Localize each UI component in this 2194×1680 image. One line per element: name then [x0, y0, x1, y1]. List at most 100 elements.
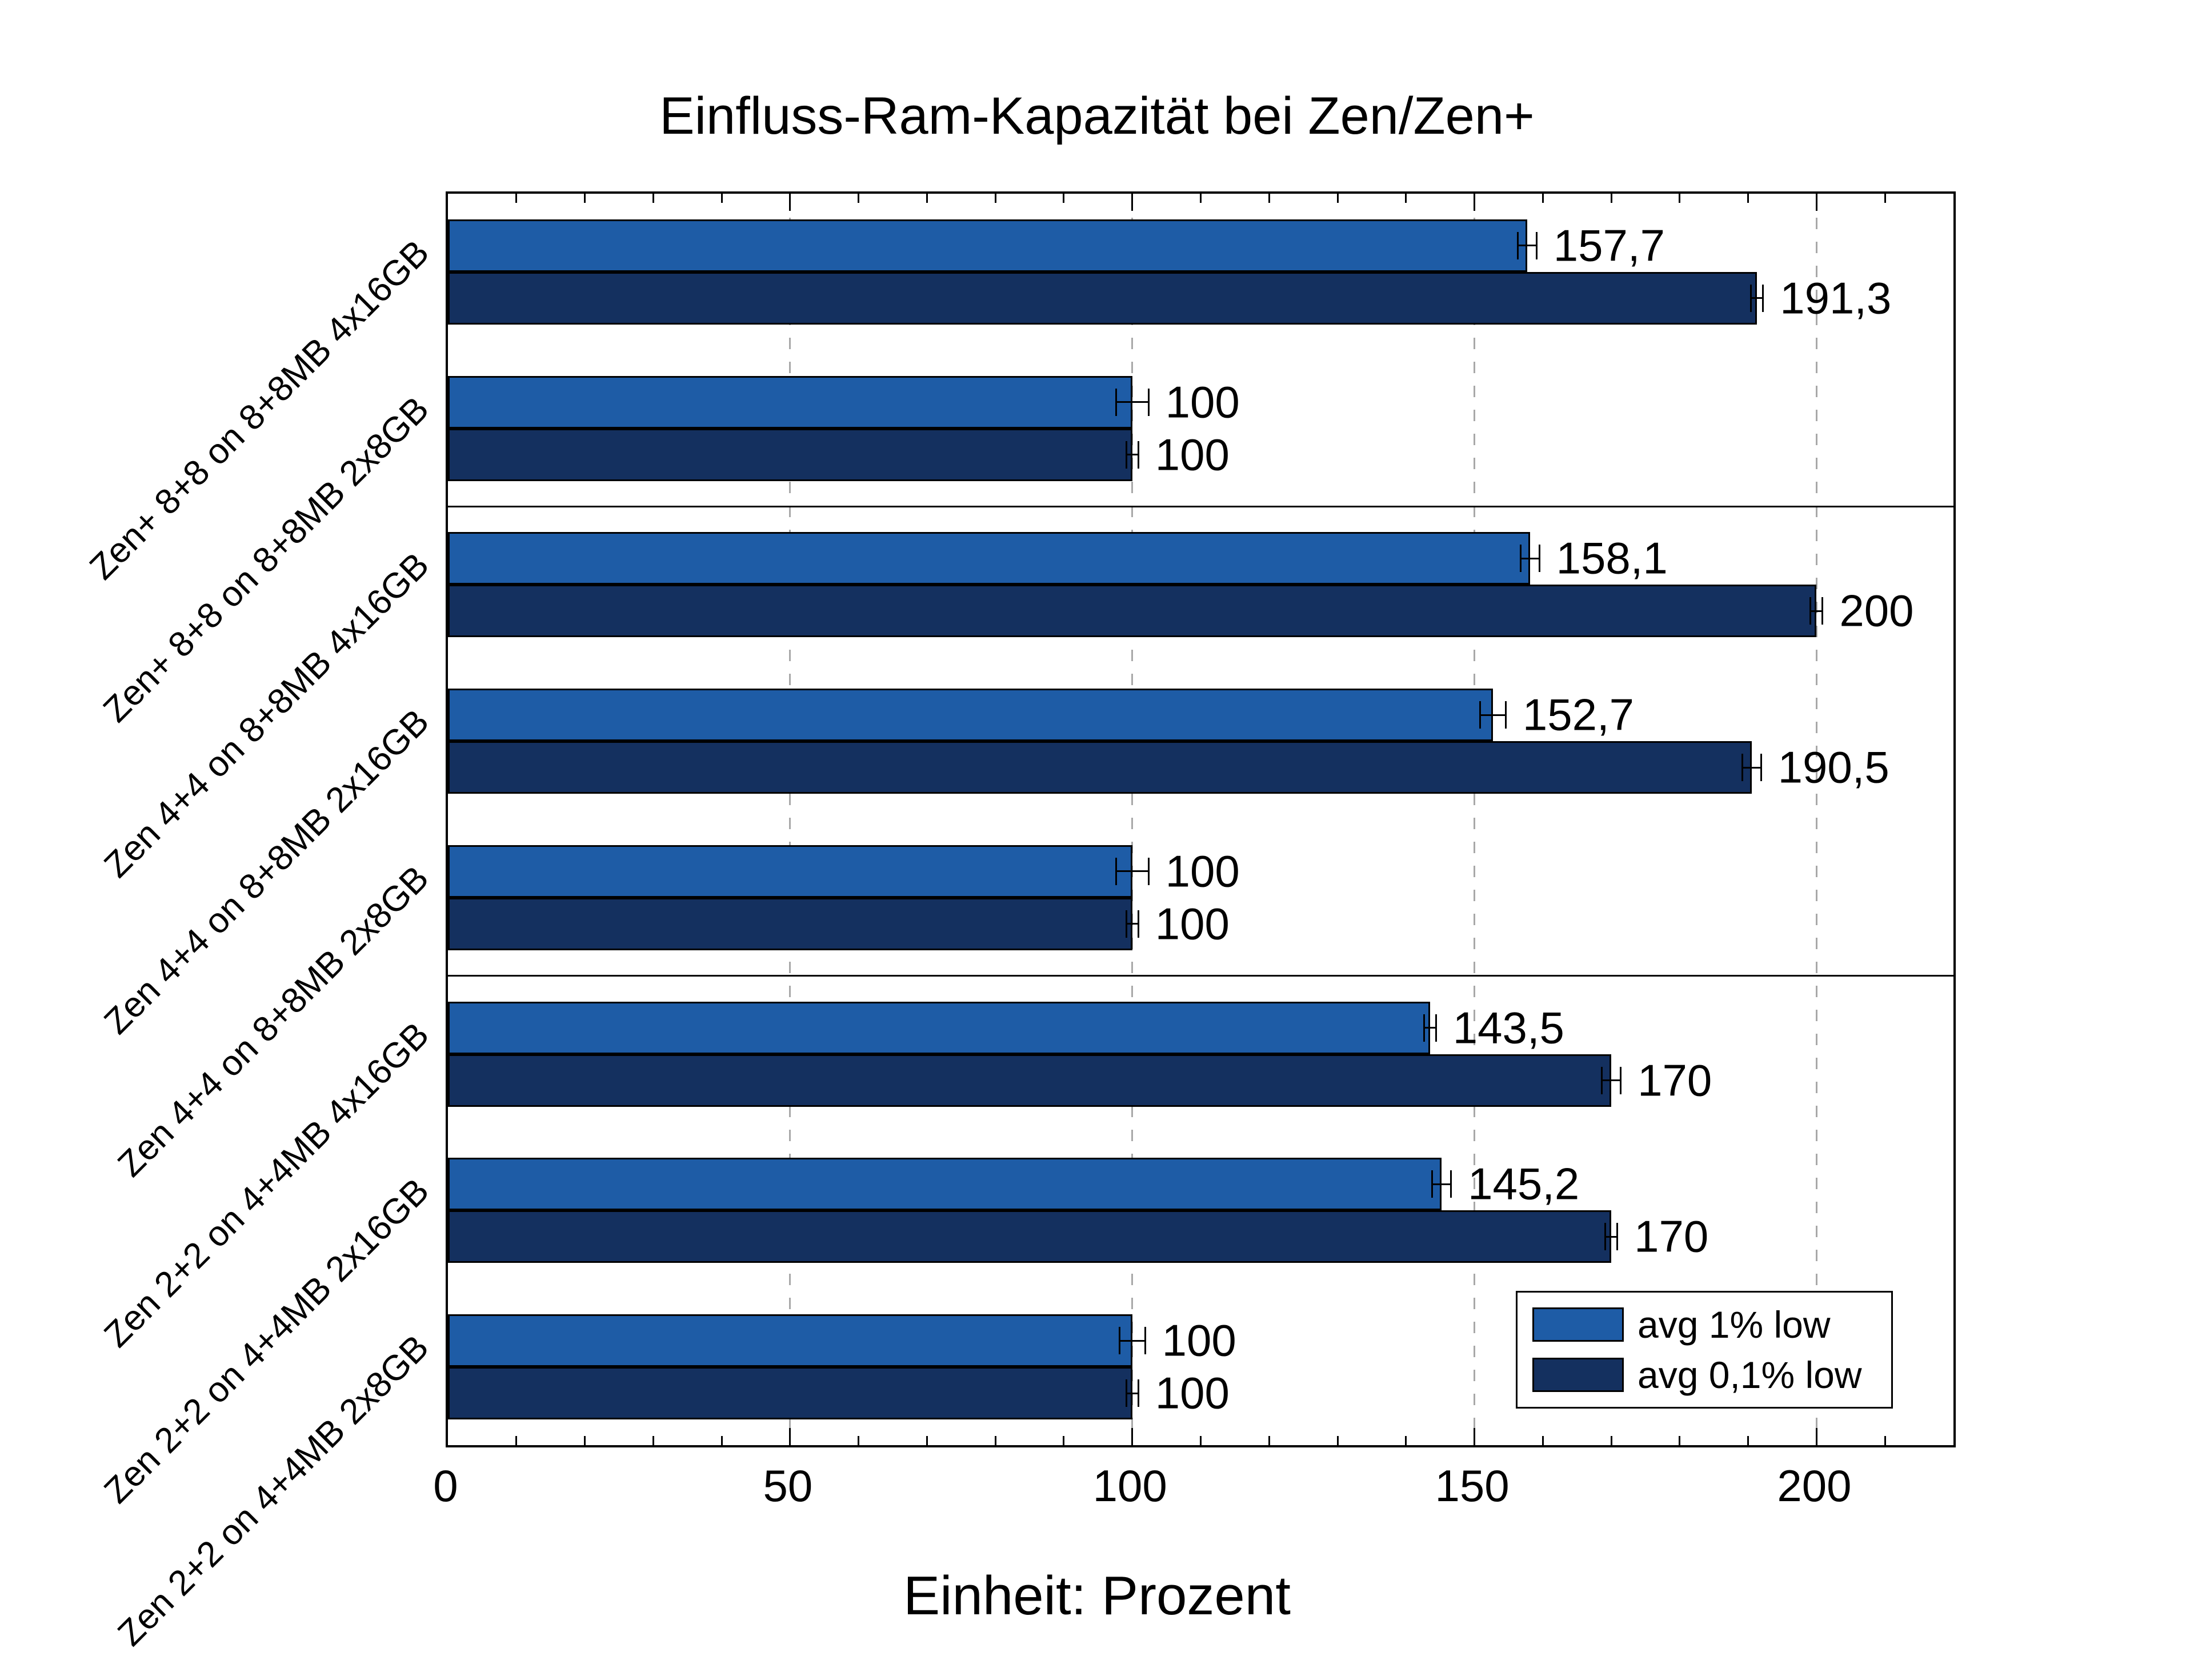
error-bar: [1479, 701, 1507, 729]
x-axis-tick-top: [1747, 194, 1749, 203]
x-axis-tick-top: [584, 194, 586, 203]
x-axis-tick-bottom: [1815, 1428, 1817, 1445]
error-bar-line: [1752, 297, 1763, 299]
x-axis-tick-bottom: [1405, 1436, 1407, 1445]
x-axis-tick-top: [1336, 194, 1339, 203]
x-axis-tick-bottom: [789, 1428, 791, 1445]
x-axis-tick-top: [1063, 194, 1065, 203]
bar-value-label: 158,1: [1556, 533, 1668, 583]
error-bar-line: [1518, 245, 1536, 247]
error-bar-line: [1521, 557, 1539, 559]
x-axis-tick-bottom: [652, 1436, 654, 1445]
x-axis-tick-bottom: [1542, 1436, 1544, 1445]
legend-swatch: [1532, 1358, 1624, 1392]
error-bar-line: [1120, 1339, 1144, 1342]
y-category-label: Zen 4+4 on 8+8MB 2x8GB: [110, 858, 437, 1185]
y-category-label: Zen 4+4 on 8+8MB 2x16GB: [97, 702, 437, 1042]
x-axis-tick-bottom: [1884, 1436, 1886, 1445]
error-bar: [1115, 857, 1150, 885]
error-bar: [1604, 1223, 1619, 1251]
x-tick-label: 0: [433, 1461, 458, 1511]
error-bar-line: [1127, 1392, 1138, 1394]
error-bar: [1809, 597, 1824, 625]
bar-value-label: 143,5: [1452, 1002, 1564, 1053]
error-bar: [1750, 284, 1764, 312]
error-bar-line: [1127, 454, 1138, 456]
bar-avg-1-low: [448, 1314, 1132, 1367]
x-gridline: [1131, 194, 1134, 1445]
x-axis-tick-bottom: [994, 1436, 996, 1445]
x-axis-tick-top: [1542, 194, 1544, 203]
x-axis-tick-top: [1815, 194, 1817, 211]
error-bar: [1516, 231, 1538, 259]
error-bar-line: [1116, 870, 1148, 873]
bar-avg-1-low: [448, 375, 1132, 429]
x-axis-tick-bottom: [1131, 1428, 1134, 1445]
x-axis-tick-top: [1131, 194, 1134, 211]
bar-value-label: 100: [1165, 846, 1240, 897]
y-category-label: Zen 4+4 on 8+8MB 4x16GB: [97, 545, 437, 886]
bar-avg-1-low: [448, 219, 1527, 272]
error-bar-line: [1424, 1027, 1435, 1029]
bar-avg-1-low: [448, 1158, 1442, 1211]
bar-avg-0-1-low: [448, 428, 1132, 481]
bar-value-label: 100: [1155, 1367, 1230, 1418]
bar-avg-0-1-low: [448, 585, 1817, 638]
bar-avg-0-1-low: [448, 271, 1757, 325]
bar-value-label: 100: [1162, 1315, 1236, 1366]
error-bar-line: [1603, 1079, 1620, 1082]
legend: avg 1% low avg 0,1% low: [1516, 1291, 1893, 1409]
plot-area: avg 1% low avg 0,1% low 157,7 100 158,1 152,…: [446, 191, 1956, 1447]
x-axis-tick-top: [1474, 194, 1476, 211]
x-tick-label: 100: [1092, 1461, 1167, 1511]
x-axis-tick-top: [994, 194, 996, 203]
error-bar-line: [1480, 714, 1505, 716]
error-bar: [1601, 1066, 1622, 1094]
bar-avg-0-1-low: [448, 1054, 1612, 1107]
error-bar: [1423, 1014, 1437, 1042]
x-axis-tick-bottom: [858, 1436, 860, 1445]
legend-item: avg 1% low: [1518, 1303, 1891, 1346]
x-axis-tick-top: [1610, 194, 1612, 203]
group-separator-line: [448, 975, 1953, 977]
error-bar-line: [1116, 401, 1148, 403]
x-axis-tick-top: [789, 194, 791, 211]
bar-value-label: 100: [1155, 898, 1230, 949]
error-bar-line: [1743, 766, 1760, 769]
x-tick-label: 150: [1435, 1461, 1510, 1511]
y-category-label: Zen+ 8+8 on 8+8MB 4x16GB: [82, 233, 437, 587]
x-axis-tick-bottom: [1200, 1436, 1202, 1445]
x-axis-tick-top: [1268, 194, 1270, 203]
legend-swatch: [1532, 1307, 1624, 1342]
y-category-label: Zen 2+2 on 4+4MB 2x16GB: [97, 1171, 437, 1511]
x-axis-tick-top: [1200, 194, 1202, 203]
error-bar: [1519, 545, 1540, 573]
x-gridline: [1474, 194, 1476, 1445]
bar-value-label: 100: [1155, 429, 1230, 480]
error-bar-line: [1127, 923, 1138, 925]
group-separator-line: [448, 506, 1953, 507]
legend-label: avg 1% low: [1638, 1303, 1831, 1346]
bar-avg-1-low: [448, 532, 1530, 585]
x-tick-label: 50: [763, 1461, 813, 1511]
error-bar: [1125, 441, 1139, 469]
x-axis-tick-top: [720, 194, 723, 203]
error-bar: [1431, 1170, 1452, 1198]
y-category-label: Zen 2+2 on 4+4MB 4x16GB: [97, 1014, 437, 1355]
legend-item: avg 0,1% low: [1518, 1353, 1891, 1397]
x-tick-label: 200: [1777, 1461, 1852, 1511]
error-bar: [1125, 1379, 1139, 1407]
error-bar: [1115, 388, 1150, 416]
x-axis-tick-top: [1679, 194, 1681, 203]
x-axis-tick-bottom: [1679, 1436, 1681, 1445]
x-axis-tick-top: [926, 194, 928, 203]
x-gridline: [1815, 194, 1817, 1445]
y-category-label: Zen+ 8+8 on 8+8MB 2x8GB: [96, 389, 437, 730]
bar-value-label: 152,7: [1522, 689, 1635, 740]
bar-avg-1-low: [448, 689, 1493, 742]
chart-title: Einfluss-Ram-Kapazität bei Zen/Zen+: [659, 87, 1535, 145]
x-axis-tick-bottom: [1474, 1428, 1476, 1445]
bar-value-label: 191,3: [1780, 273, 1892, 323]
x-axis-tick-top: [858, 194, 860, 203]
x-axis-tick-bottom: [515, 1436, 518, 1445]
